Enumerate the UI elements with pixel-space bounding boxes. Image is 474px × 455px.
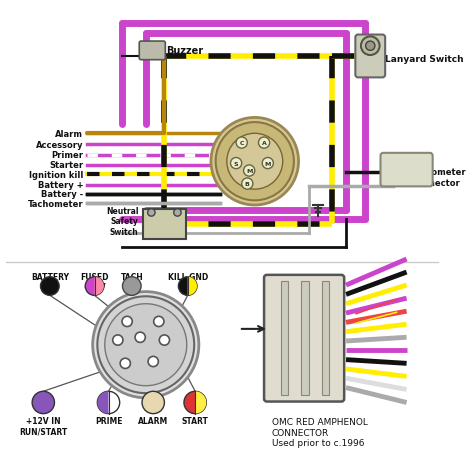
Circle shape xyxy=(242,179,253,190)
Bar xyxy=(1,262,443,430)
Circle shape xyxy=(135,333,146,343)
Text: S: S xyxy=(234,161,238,166)
Circle shape xyxy=(211,118,299,206)
Circle shape xyxy=(113,335,123,345)
Text: Battery +: Battery + xyxy=(38,181,83,190)
Bar xyxy=(301,282,309,395)
Text: Lanyard Switch: Lanyard Switch xyxy=(385,55,464,64)
Text: Neutral
Safety
Switch: Neutral Safety Switch xyxy=(106,207,138,236)
Circle shape xyxy=(230,158,242,169)
FancyBboxPatch shape xyxy=(264,275,344,402)
Circle shape xyxy=(93,292,199,398)
Circle shape xyxy=(40,277,59,296)
Circle shape xyxy=(122,317,132,327)
Circle shape xyxy=(97,297,194,393)
Text: Starter: Starter xyxy=(49,161,83,170)
Wedge shape xyxy=(97,391,109,414)
Circle shape xyxy=(148,357,158,367)
Text: Accessory: Accessory xyxy=(36,141,83,150)
Text: BATTERY
NEG: BATTERY NEG xyxy=(31,273,69,292)
Circle shape xyxy=(361,37,380,56)
Circle shape xyxy=(365,42,375,51)
Circle shape xyxy=(262,158,273,169)
Circle shape xyxy=(142,391,164,414)
Circle shape xyxy=(258,138,270,149)
Circle shape xyxy=(85,277,104,296)
Bar xyxy=(1,6,443,264)
Circle shape xyxy=(159,335,170,345)
Circle shape xyxy=(178,277,197,296)
Circle shape xyxy=(97,391,120,414)
Text: Tachometer: Tachometer xyxy=(28,199,83,208)
Circle shape xyxy=(216,123,294,201)
Text: Ignition kill: Ignition kill xyxy=(29,170,83,179)
Circle shape xyxy=(154,317,164,327)
Text: A: A xyxy=(262,141,266,146)
Text: Buzzer: Buzzer xyxy=(166,46,203,56)
Text: Tachometer
Connector: Tachometer Connector xyxy=(411,168,467,187)
Text: Battery -: Battery - xyxy=(41,190,83,199)
Text: TACH: TACH xyxy=(120,273,143,282)
Wedge shape xyxy=(188,277,197,296)
Circle shape xyxy=(227,134,283,190)
Wedge shape xyxy=(195,391,206,414)
Circle shape xyxy=(120,359,130,369)
Text: KILL GND: KILL GND xyxy=(168,273,208,282)
Text: FUSED
+12V: FUSED +12V xyxy=(80,273,109,292)
Text: START: START xyxy=(182,416,209,425)
Text: ALARM: ALARM xyxy=(138,416,168,425)
FancyBboxPatch shape xyxy=(381,153,433,187)
Circle shape xyxy=(236,138,247,149)
Circle shape xyxy=(32,391,55,414)
FancyBboxPatch shape xyxy=(356,35,385,78)
Bar xyxy=(322,282,329,395)
Text: C: C xyxy=(239,141,244,146)
Circle shape xyxy=(184,391,206,414)
Circle shape xyxy=(147,209,155,217)
Text: M: M xyxy=(264,161,271,166)
Circle shape xyxy=(122,277,141,296)
Text: OMC RED AMPHENOL
CONNECTOR
Used prior to c.1996: OMC RED AMPHENOL CONNECTOR Used prior to… xyxy=(272,417,367,447)
Text: PRIME: PRIME xyxy=(95,416,122,425)
Text: Primer: Primer xyxy=(51,151,83,160)
Bar xyxy=(281,282,288,395)
Wedge shape xyxy=(94,277,104,296)
FancyBboxPatch shape xyxy=(139,42,165,61)
Circle shape xyxy=(173,209,181,217)
Text: +12V IN
RUN/START: +12V IN RUN/START xyxy=(19,416,67,436)
Text: B: B xyxy=(245,182,250,187)
Text: M: M xyxy=(246,169,252,174)
Circle shape xyxy=(105,304,187,386)
Circle shape xyxy=(244,166,255,177)
Text: Alarm: Alarm xyxy=(55,130,83,138)
FancyBboxPatch shape xyxy=(143,209,186,239)
